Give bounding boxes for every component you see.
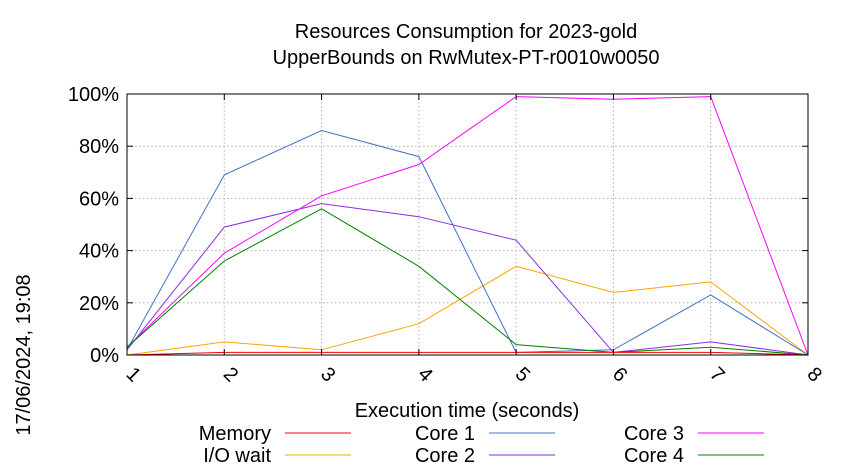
- legend-label: I/O wait: [203, 445, 271, 467]
- x-tick-label: 4: [413, 363, 436, 386]
- series-lines: [126, 96, 809, 356]
- y-tick-label: 20%: [79, 293, 119, 315]
- x-tick-label: 8: [803, 363, 826, 386]
- legend-label: Core 1: [415, 423, 475, 445]
- y-tick-label: 60%: [79, 188, 119, 210]
- y-axis-ticks: 0% 20% 40% 60% 80% 100%: [68, 84, 808, 367]
- y-tick-label: 80%: [79, 136, 119, 158]
- series-line-i-o-wait: [126, 265, 809, 356]
- legend-label: Memory: [199, 423, 271, 445]
- legend-label: Core 4: [624, 445, 684, 467]
- chart-title-line-1: Resources Consumption for 2023-gold: [295, 21, 637, 43]
- x-tick-label: 5: [511, 363, 534, 386]
- timestamp-label: 17/06/2024, 19:08: [13, 274, 35, 435]
- series-line-core-1: [126, 129, 809, 356]
- plot-frame: [126, 93, 809, 356]
- series-line-core-3: [126, 96, 809, 356]
- x-axis-label: Execution time (seconds): [355, 400, 580, 422]
- x-tick-label: 6: [608, 363, 631, 386]
- x-tick-label: 3: [316, 363, 339, 386]
- series-line-core-4: [126, 208, 809, 356]
- series-line-memory: [126, 351, 809, 356]
- grid: [127, 94, 808, 355]
- y-tick-label: 0%: [90, 345, 119, 367]
- y-tick-label: 40%: [79, 241, 119, 263]
- series-line-core-2: [126, 203, 809, 356]
- y-tick-label: 100%: [68, 84, 119, 106]
- x-tick-label: 2: [219, 363, 242, 386]
- x-tick-label: 7: [705, 363, 728, 386]
- x-tick-label: 1: [122, 363, 145, 386]
- chart-title-line-2: UpperBounds on RwMutex-PT-r0010w0050: [273, 47, 660, 69]
- legend-label: Core 3: [624, 423, 684, 445]
- legend-label: Core 2: [415, 445, 475, 467]
